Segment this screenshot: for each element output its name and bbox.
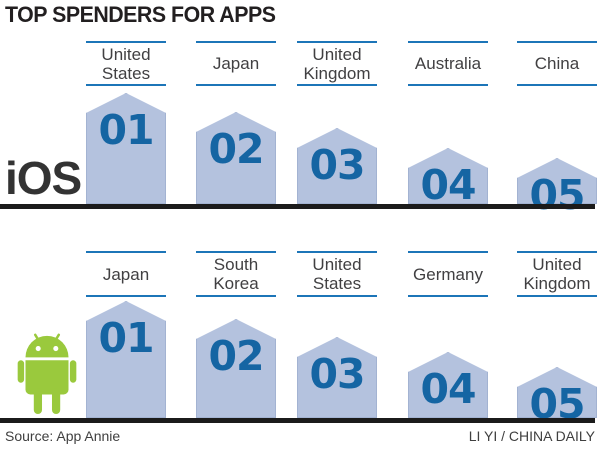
rank-bar-slot: 01 bbox=[86, 301, 166, 418]
page-title: TOP SPENDERS FOR APPS bbox=[5, 2, 276, 27]
rank-bar-slot: 03 bbox=[297, 337, 377, 418]
rank-bar bbox=[196, 112, 276, 204]
rank-bar-slot: 05 bbox=[517, 367, 597, 428]
rank-bar-slot: 01 bbox=[86, 93, 166, 204]
ios-wordmark: iOS bbox=[5, 152, 82, 204]
rank-bar-slot: 02 bbox=[196, 319, 276, 418]
rank-bar bbox=[196, 319, 276, 418]
rank-bar bbox=[86, 93, 166, 204]
rank-number: 04 bbox=[420, 161, 476, 209]
country-label: China bbox=[517, 41, 597, 86]
rank-bar-slot: 05 bbox=[517, 158, 597, 216]
android-robot-icon bbox=[17, 333, 77, 415]
country-label: Germany bbox=[408, 251, 488, 297]
rank-number: 01 bbox=[98, 106, 154, 154]
country-label: United Kingdom bbox=[297, 41, 377, 86]
source-text: Source: App Annie bbox=[5, 428, 121, 444]
rank-number: 03 bbox=[309, 141, 365, 189]
rank-number: 03 bbox=[309, 350, 365, 398]
rank-bar-slot: 04 bbox=[408, 352, 488, 418]
rank-number: 02 bbox=[208, 332, 264, 380]
rank-bar-slot: 04 bbox=[408, 148, 488, 209]
rank-number: 04 bbox=[420, 365, 476, 413]
rank-bar-slot: 02 bbox=[196, 112, 276, 204]
credit-text: LI YI / CHINA DAILY bbox=[468, 428, 595, 444]
rank-number: 02 bbox=[208, 125, 264, 173]
rank-bar bbox=[297, 337, 377, 418]
axis-baseline bbox=[0, 204, 595, 209]
country-label: South Korea bbox=[196, 251, 276, 297]
rank-number: 01 bbox=[98, 314, 154, 362]
axis-baseline bbox=[0, 418, 595, 423]
country-label: United States bbox=[297, 251, 377, 297]
rank-bar bbox=[86, 301, 166, 418]
country-label: Australia bbox=[408, 41, 488, 86]
rank-number: 05 bbox=[529, 380, 585, 428]
country-label: United Kingdom bbox=[517, 251, 597, 297]
country-label: Japan bbox=[86, 251, 166, 297]
rank-bar-slot: 03 bbox=[297, 128, 377, 204]
country-label: Japan bbox=[196, 41, 276, 86]
country-label: United States bbox=[86, 41, 166, 86]
